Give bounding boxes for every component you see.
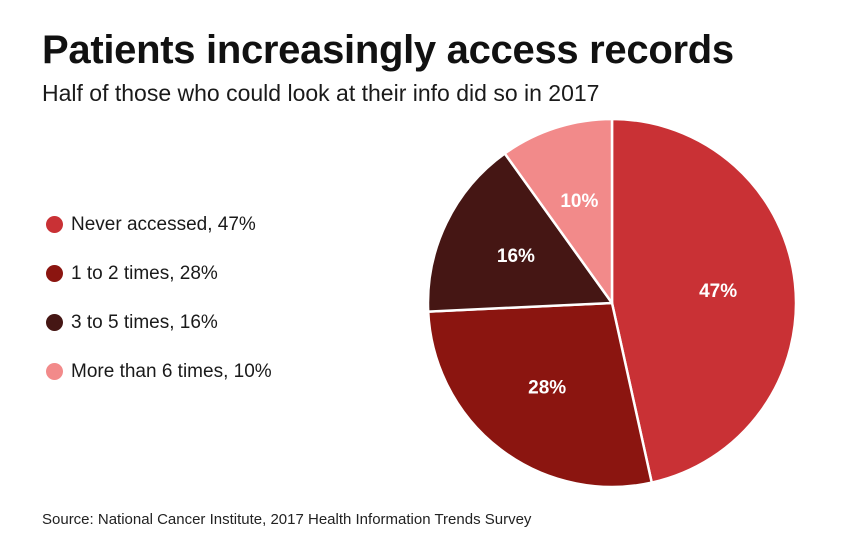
legend-label: More than 6 times, 10% bbox=[71, 360, 272, 382]
legend-swatch bbox=[46, 363, 63, 380]
pie-slice-1-to-2-times bbox=[426, 301, 653, 489]
legend-swatch bbox=[46, 265, 63, 282]
legend-item-3-to-5-times: 3 to 5 times, 16% bbox=[46, 298, 386, 347]
legend-label: Never accessed, 47% bbox=[71, 213, 256, 235]
legend-item-never-accessed: Never accessed, 47% bbox=[46, 200, 386, 249]
chart-title: Patients increasingly access records bbox=[42, 28, 734, 72]
pie-slice-more-than-6-times bbox=[503, 117, 614, 305]
legend-label: 1 to 2 times, 28% bbox=[71, 262, 218, 284]
legend-swatch bbox=[46, 216, 63, 233]
slice-label-3-to-5-times: 16% bbox=[497, 246, 535, 267]
source-note: Source: National Cancer Institute, 2017 … bbox=[42, 511, 532, 528]
pie-slice-3-to-5-times bbox=[426, 152, 614, 313]
slice-label-never-accessed: 47% bbox=[699, 281, 737, 302]
slice-label-more-than-6-times: 10% bbox=[560, 191, 598, 212]
slice-label-1-to-2-times: 28% bbox=[528, 377, 566, 398]
pie-chart: 47% 28% 16% 10% bbox=[426, 117, 798, 489]
legend: Never accessed, 47% 1 to 2 times, 28% 3 … bbox=[46, 200, 386, 396]
chart-subtitle: Half of those who could look at their in… bbox=[42, 80, 600, 106]
pie-slice-never-accessed bbox=[610, 117, 798, 484]
legend-label: 3 to 5 times, 16% bbox=[71, 311, 218, 333]
legend-item-more-than-6-times: More than 6 times, 10% bbox=[46, 347, 386, 396]
legend-swatch bbox=[46, 314, 63, 331]
legend-item-1-to-2-times: 1 to 2 times, 28% bbox=[46, 249, 386, 298]
